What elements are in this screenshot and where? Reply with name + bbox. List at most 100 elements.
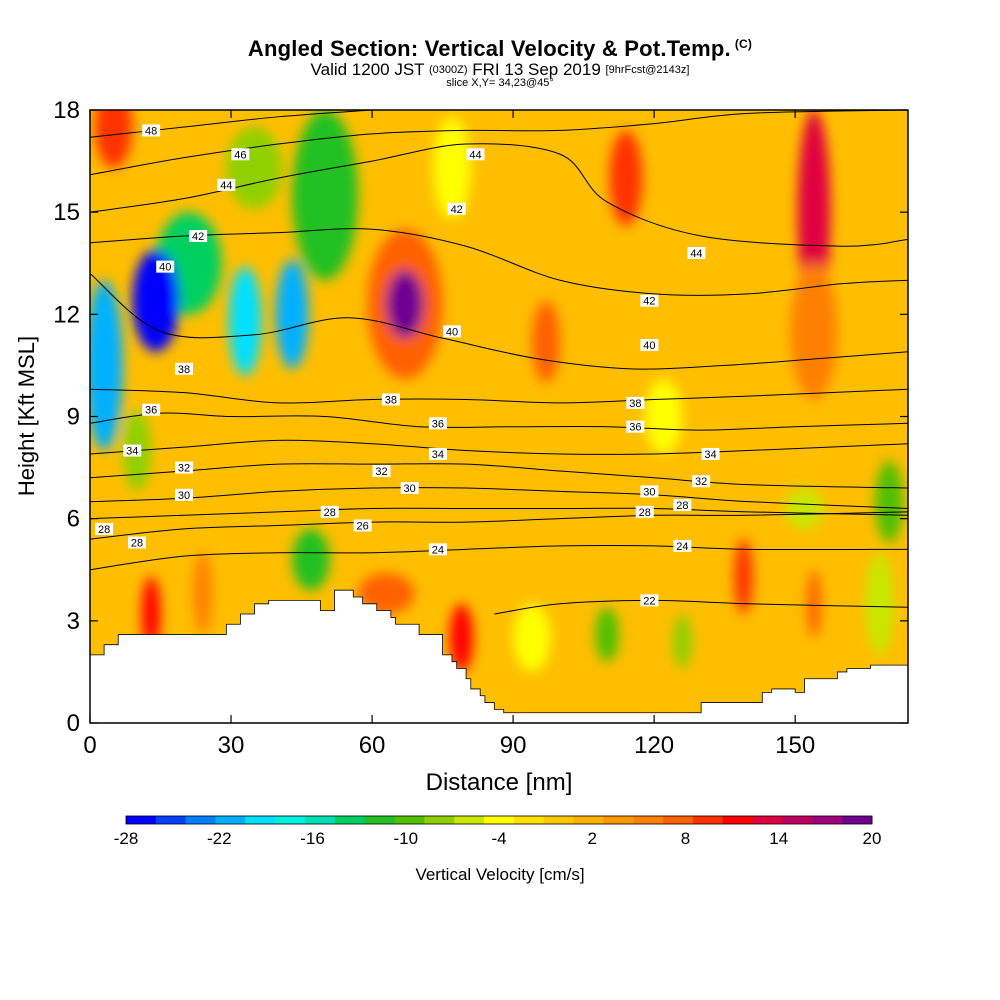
isentrope-line (90, 487, 908, 509)
svg-text:30: 30 (178, 490, 190, 502)
slice-info: slice X,Y= 34,23@45° (446, 77, 554, 89)
colorbar-swatch (663, 816, 694, 824)
terrain (90, 589, 908, 723)
colorbar-tick-label: -16 (300, 829, 325, 848)
svg-text:34: 34 (126, 446, 138, 458)
colorbar: -28 -22 -16 -10 -4 2 8 14 20 (114, 815, 881, 848)
velocity-cell (132, 249, 180, 352)
svg-text:28: 28 (676, 500, 688, 512)
chart-title: Angled Section: Vertical Velocity & Pot.… (247, 36, 753, 61)
isentrope-line (90, 439, 908, 455)
isentrope-line (90, 110, 908, 176)
colorbar-swatch (484, 816, 515, 824)
x-tick-label: 150 (775, 732, 815, 759)
svg-text:34: 34 (432, 449, 444, 461)
colorbar-swatch (424, 816, 455, 824)
y-tick-label: 18 (53, 97, 80, 124)
svg-text:22: 22 (643, 595, 655, 607)
isentrope-label: 30 (175, 488, 194, 502)
velocity-cell (141, 576, 161, 652)
colorbar-swatch (245, 816, 276, 824)
svg-text:28: 28 (98, 524, 110, 536)
isentrope-line (90, 544, 908, 571)
x-tick-label: 0 (83, 732, 96, 759)
isentrope-label: 38 (381, 393, 400, 406)
colorbar-swatch (513, 816, 545, 824)
colorbar-swatch (842, 816, 873, 824)
svg-text:24: 24 (432, 544, 444, 556)
isentrope-label: 42 (447, 202, 466, 216)
velocity-cell (193, 552, 213, 635)
isentrope-label: 32 (175, 461, 194, 475)
isentrope-label: 36 (142, 403, 161, 417)
svg-text:48: 48 (145, 125, 157, 137)
svg-text:28: 28 (639, 507, 651, 519)
velocity-cell (672, 614, 692, 669)
isentrope-label: 44 (217, 178, 236, 192)
colorbar-swatch (126, 816, 157, 824)
isentrope-line (90, 273, 908, 370)
svg-text:44: 44 (690, 248, 702, 260)
svg-text:32: 32 (695, 476, 707, 488)
y-tick-label: 12 (53, 301, 80, 328)
colorbar-swatch (812, 816, 843, 824)
isentrope-label: 46 (231, 148, 250, 161)
velocity-cell (226, 127, 283, 209)
velocity-cell (386, 270, 424, 339)
colorbar-frame (125, 815, 873, 825)
isentrope-labels: 48 46 44 44 44 42 42 42 40 40 40 38 38 38 36 36 36 34 34 34… (95, 124, 720, 607)
isentrope-label: 34 (701, 447, 720, 461)
isentrope-label: 36 (626, 420, 645, 434)
colorbar-swatch (275, 816, 306, 824)
x-tick-label: 60 (359, 732, 386, 759)
isentrope-label: 28 (635, 505, 654, 519)
y-axis-label: Height [Kft MSL] (14, 336, 39, 496)
isentrope-label: 28 (128, 536, 147, 550)
svg-text:38: 38 (178, 364, 190, 376)
colorbar-tick-label: 2 (588, 829, 597, 848)
velocity-cell (790, 263, 838, 400)
isentrope-label: 34 (428, 447, 447, 461)
isentrope-line (90, 463, 908, 489)
isentrope-label: 34 (123, 444, 142, 458)
velocity-cell (449, 603, 474, 672)
isentrope-label: 32 (372, 464, 391, 478)
isentrope-line (494, 599, 908, 615)
plot-area: 48 46 44 44 44 42 42 42 40 40 40 38 38 38 36 36 36 34 34 34… (90, 110, 908, 723)
y-tick-label: 3 (67, 608, 80, 635)
isentrope-line (90, 388, 908, 404)
velocity-cell (513, 603, 551, 672)
svg-text:42: 42 (451, 204, 463, 216)
x-axis-label: Distance [nm] (426, 769, 573, 796)
isentrope-line (90, 228, 908, 296)
isentrope-label: 38 (626, 396, 645, 410)
svg-text:32: 32 (178, 463, 190, 475)
isentrope-lines (90, 110, 908, 615)
svg-text:38: 38 (629, 398, 641, 410)
svg-text:44: 44 (220, 180, 232, 192)
svg-text:34: 34 (704, 449, 716, 461)
colorbar-swatch (454, 816, 485, 824)
velocity-cell (292, 110, 358, 281)
isentrope-label: 42 (189, 230, 208, 243)
colorbar-tick-label: -28 (114, 829, 139, 848)
isentrope-label: 40 (442, 325, 461, 338)
colorbar-tick-label: -22 (207, 829, 232, 848)
isentrope-label: 24 (428, 543, 447, 556)
colorbar-swatch (782, 816, 813, 824)
colorbar-swatch (722, 816, 754, 824)
isentrope-label: 40 (156, 260, 175, 274)
y-tick-label: 15 (53, 199, 80, 226)
svg-text:40: 40 (643, 340, 655, 352)
colorbar-swatch (752, 816, 783, 824)
velocity-features (90, 110, 904, 672)
isentrope-label: 38 (175, 362, 194, 376)
y-tick-label: 0 (67, 710, 80, 737)
colorbar-swatch (394, 816, 425, 824)
colorbar-swatch (155, 816, 187, 824)
svg-text:26: 26 (357, 520, 369, 532)
velocity-cell (292, 528, 330, 591)
velocity-cell (865, 552, 894, 655)
